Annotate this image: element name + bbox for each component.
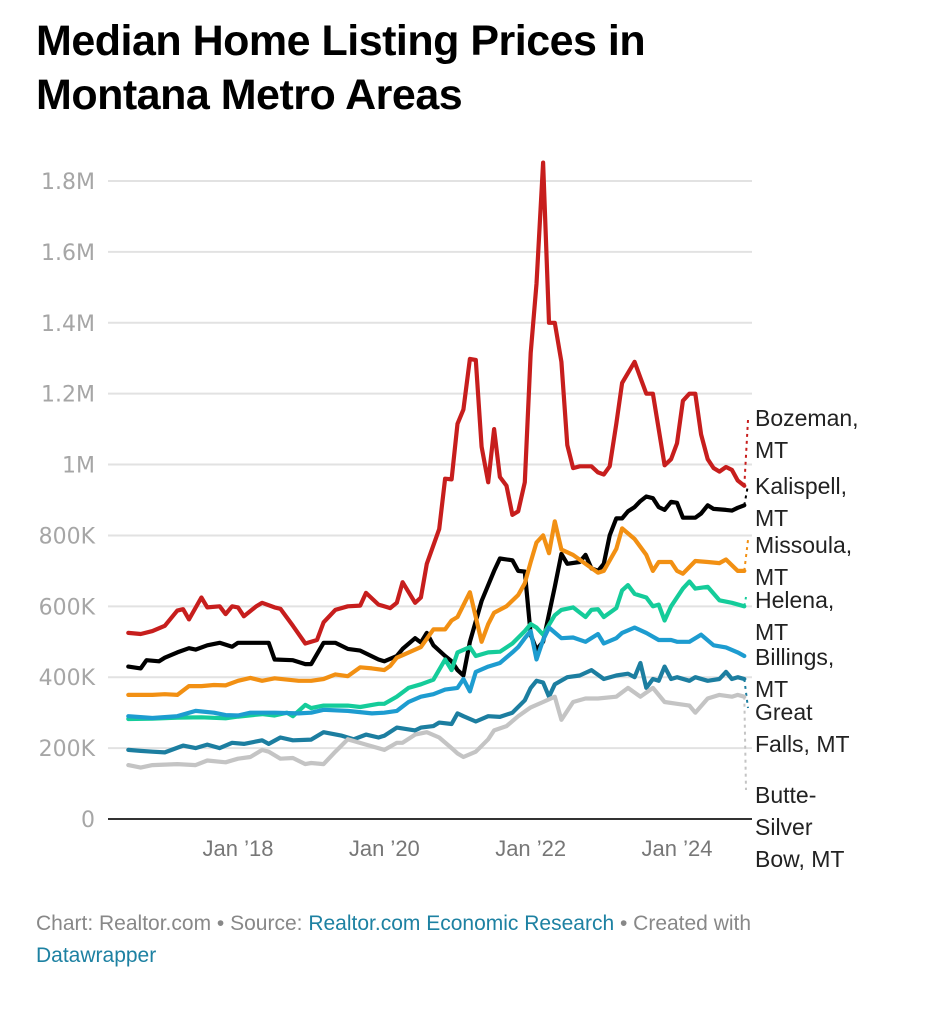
- series-line-butte-silver-bow-mt: [126, 685, 747, 770]
- chart-credit: Chart: Realtor.com: [36, 912, 212, 935]
- series-connector: [743, 596, 747, 607]
- y-tick-label: 600K: [39, 595, 96, 620]
- series-labels: Bozeman,MTKalispell,MTMissoula,MTHelena,…: [755, 405, 859, 872]
- series-label: Great: [755, 699, 813, 725]
- source-label: Source:: [230, 912, 309, 935]
- y-tick-label: 1M: [62, 454, 95, 479]
- series-connector: [743, 419, 749, 486]
- gridlines: [108, 180, 752, 750]
- series-connector: [743, 678, 749, 709]
- series-label: Kalispell,: [755, 473, 847, 499]
- series-connector: [743, 484, 749, 506]
- chart-footer: Chart: Realtor.com • Source: Realtor.com…: [36, 908, 896, 972]
- series-label: Falls, MT: [755, 731, 850, 757]
- series-line-bozeman-mt: [126, 160, 747, 646]
- series-label: Helena,: [755, 587, 834, 613]
- series-label: Bozeman,: [755, 405, 859, 431]
- y-tick-label: 1.8M: [41, 170, 95, 195]
- y-tick-label: 200K: [39, 737, 96, 762]
- x-axis-ticks: Jan ’18 Jan ’20 Jan ’22 Jan ’24: [203, 836, 713, 861]
- series-label: Silver: [755, 814, 813, 840]
- y-tick-label: 1.6M: [41, 241, 95, 266]
- x-tick-label: Jan ’18: [203, 836, 274, 861]
- series-connector: [743, 539, 749, 572]
- series-label: MT: [755, 437, 788, 463]
- y-tick-label: 1.2M: [41, 383, 95, 408]
- series-lines: [126, 160, 749, 791]
- chart-title: Median Home Listing Prices in Montana Me…: [36, 17, 646, 119]
- series-label: Bow, MT: [755, 846, 844, 872]
- y-tick-label: 800K: [39, 524, 96, 549]
- footer-separator: •: [614, 912, 634, 935]
- y-tick-label: 400K: [39, 666, 96, 691]
- source-link[interactable]: Realtor.com Economic Research: [308, 912, 615, 935]
- series-line-kalispell-mt: [126, 494, 747, 678]
- series-label: MT: [755, 505, 788, 531]
- footer-separator: •: [211, 912, 231, 935]
- line-chart: 0 200K 400K 600K 800K 1M 1.2M 1.4M 1.6M 1.8M Jan …: [39, 160, 859, 872]
- series-label: MT: [755, 564, 788, 590]
- datawrapper-link[interactable]: Datawrapper: [36, 944, 157, 967]
- series-line-great-falls-mt: [126, 660, 747, 755]
- series-line-missoula-mt: [126, 519, 747, 697]
- series-connector: [743, 696, 747, 791]
- series-line-billings-mt: [126, 625, 747, 721]
- y-tick-label: 1.4M: [41, 312, 95, 337]
- x-tick-label: Jan ’24: [642, 836, 713, 861]
- x-tick-label: Jan ’22: [495, 836, 566, 861]
- series-label: Billings,: [755, 644, 834, 670]
- series-label: MT: [755, 619, 788, 645]
- series-label: Butte-: [755, 782, 816, 808]
- y-tick-label: 0: [81, 808, 95, 833]
- created-with-label: Created with: [633, 912, 752, 935]
- y-axis-ticks: 0 200K 400K 600K 800K 1M 1.2M 1.4M 1.6M 1.8M: [39, 170, 96, 833]
- series-label: Missoula,: [755, 532, 852, 558]
- series-label: MT: [755, 676, 788, 702]
- x-tick-label: Jan ’20: [349, 836, 420, 861]
